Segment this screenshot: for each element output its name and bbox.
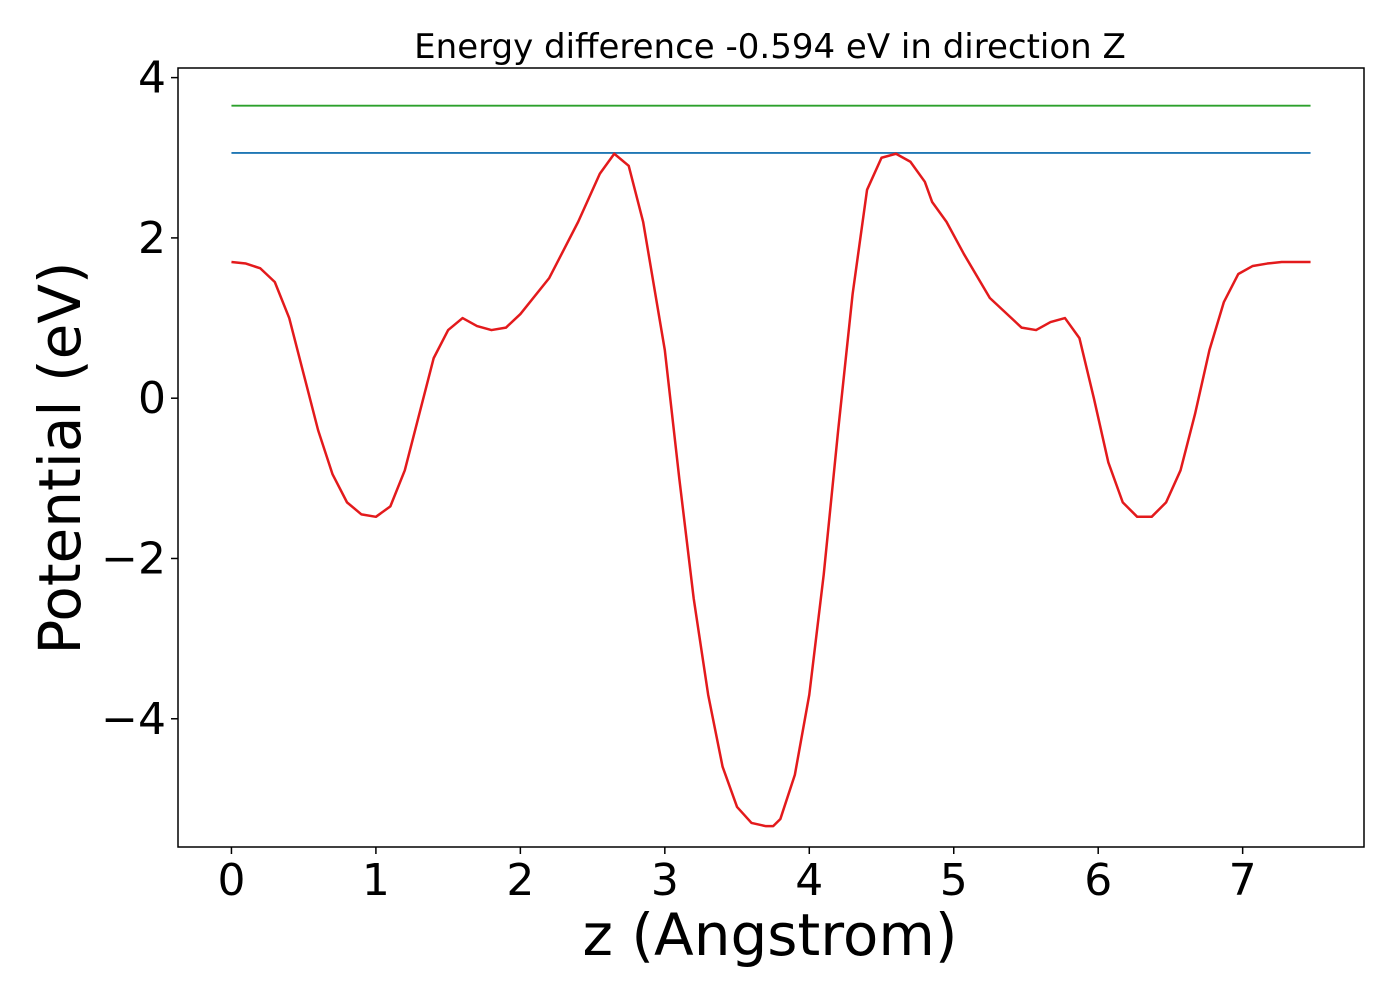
x-tick-label: 2 xyxy=(506,855,534,906)
x-axis-label: z (Angstrom) xyxy=(583,901,958,969)
x-tick-label: 4 xyxy=(795,855,823,906)
y-tick-label: 4 xyxy=(138,53,166,104)
y-tick-label: 0 xyxy=(138,373,166,424)
y-axis-ticks: −4 −2 0 2 4 xyxy=(101,53,178,745)
x-tick-label: 0 xyxy=(217,855,245,906)
x-tick-label: 3 xyxy=(651,855,679,906)
plot-area xyxy=(231,104,1311,828)
y-axis-label: Potential (eV) xyxy=(26,261,94,654)
chart-title: Energy difference -0.594 eV in direction… xyxy=(414,27,1126,67)
y-tick-label: −2 xyxy=(101,533,166,584)
x-tick-label: 5 xyxy=(940,855,968,906)
plot-frame xyxy=(177,67,1365,848)
x-tick-label: 1 xyxy=(362,855,390,906)
y-tick-label: 2 xyxy=(138,213,166,264)
x-tick-label: 6 xyxy=(1084,855,1112,906)
x-axis-ticks: 0 1 2 3 4 5 6 7 xyxy=(217,847,1257,906)
series-line-2 xyxy=(231,152,1311,828)
y-tick-label: −4 xyxy=(101,694,166,745)
x-tick-label: 7 xyxy=(1229,855,1257,906)
